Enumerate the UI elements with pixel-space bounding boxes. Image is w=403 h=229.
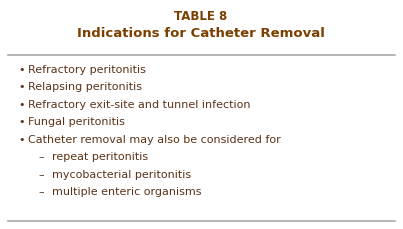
Text: •: • [18,100,25,109]
Text: –: – [38,187,44,197]
Text: •: • [18,82,25,92]
Text: Catheter removal may also be considered for: Catheter removal may also be considered … [28,134,281,144]
Text: Fungal peritonitis: Fungal peritonitis [28,117,125,127]
Text: •: • [18,65,25,75]
Text: •: • [18,117,25,127]
Text: Refractory peritonitis: Refractory peritonitis [28,65,146,75]
Text: multiple enteric organisms: multiple enteric organisms [52,187,202,197]
Text: repeat peritonitis: repeat peritonitis [52,152,148,162]
Text: –: – [38,152,44,162]
Text: Refractory exit-site and tunnel infection: Refractory exit-site and tunnel infectio… [28,100,251,109]
Text: mycobacterial peritonitis: mycobacterial peritonitis [52,169,191,179]
Text: –: – [38,169,44,179]
Text: Relapsing peritonitis: Relapsing peritonitis [28,82,142,92]
Text: Indications for Catheter Removal: Indications for Catheter Removal [77,27,325,40]
Text: •: • [18,134,25,144]
Text: TABLE 8: TABLE 8 [174,10,228,23]
